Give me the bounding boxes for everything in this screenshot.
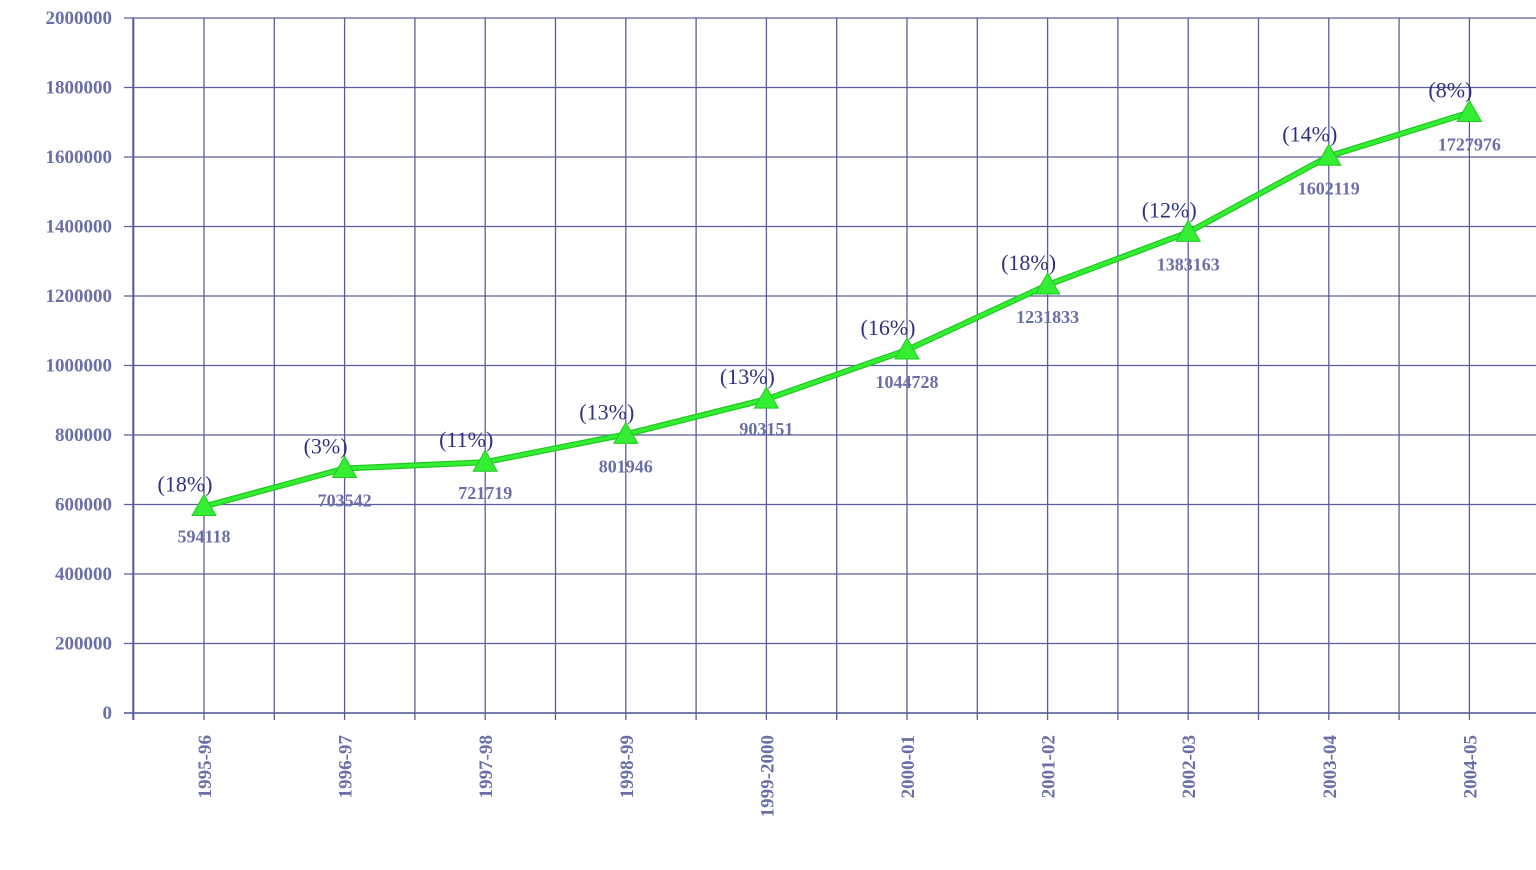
x-tick-label: 2000-01 (898, 735, 919, 798)
data-value-label: 1383163 (1157, 254, 1220, 274)
growth-percent-label: (18%) (1001, 250, 1056, 275)
growth-percent-label: (12%) (1142, 197, 1197, 222)
y-tick-label: 400000 (55, 564, 112, 585)
data-point-marker (753, 386, 780, 409)
x-tick-label: 1997-98 (476, 735, 497, 798)
growth-percent-label: (11%) (439, 427, 493, 452)
growth-percent-label: (13%) (720, 364, 775, 389)
data-point-marker (894, 336, 920, 360)
y-tick-label: 0 (103, 703, 113, 724)
data-value-label: 1231833 (1016, 307, 1079, 327)
data-value-label: 721719 (458, 483, 512, 503)
x-tick-label: 2004-05 (1460, 735, 1481, 798)
growth-percent-label: (8%) (1428, 78, 1472, 103)
x-tick-label: 1995-96 (195, 735, 216, 798)
data-point-marker (472, 449, 499, 472)
y-tick-label: 200000 (55, 634, 112, 655)
x-tick-label: 2003-04 (1320, 735, 1341, 799)
y-tick-label: 800000 (55, 425, 112, 446)
growth-percent-label: (13%) (579, 399, 634, 424)
x-tick-label: 1998-99 (617, 735, 638, 798)
data-point-marker (1456, 99, 1483, 123)
series-line (203, 110, 1470, 509)
axis-layer: 0 200000 400000 600000 800000 1000000 1200000 1… (46, 8, 1536, 817)
x-tick-label: 2001-02 (1039, 735, 1060, 798)
x-tick-label: 1996-97 (336, 735, 357, 799)
y-tick-label: 1400000 (46, 217, 113, 238)
data-point-marker (612, 421, 639, 444)
growth-percent-label: (3%) (304, 434, 348, 459)
y-tick-label: 1800000 (46, 78, 113, 99)
data-point-marker (1034, 271, 1061, 295)
data-value-label: 703542 (318, 491, 372, 511)
growth-percent-label: (18%) (158, 472, 213, 497)
data-value-label: 1044728 (876, 372, 939, 392)
y-tick-label: 1200000 (46, 286, 113, 307)
data-value-label: 1602119 (1298, 178, 1360, 198)
label-layer: 594118 (18%) 703542 (3%) 721719 (11%) 801946 (1… (158, 78, 1501, 547)
x-tick-label: 1999-2000 (757, 735, 778, 817)
x-tick-label: 2002-03 (1179, 735, 1200, 798)
data-point-marker (1175, 219, 1202, 242)
y-tick-label: 600000 (55, 495, 112, 516)
data-value-label: 594118 (177, 527, 230, 547)
series-layer (191, 99, 1483, 517)
data-value-label: 801946 (599, 456, 653, 476)
y-tick-label: 2000000 (46, 8, 113, 29)
data-value-label: 903151 (739, 419, 793, 439)
data-point-marker (191, 493, 217, 517)
data-point-marker (331, 455, 358, 479)
y-tick-label: 1000000 (46, 356, 113, 377)
y-tick-label: 1600000 (46, 147, 113, 168)
data-value-label: 1727976 (1438, 135, 1501, 155)
data-point-marker (1315, 143, 1342, 166)
growth-percent-label: (16%) (861, 315, 916, 340)
growth-percent-label: (14%) (1282, 121, 1337, 146)
